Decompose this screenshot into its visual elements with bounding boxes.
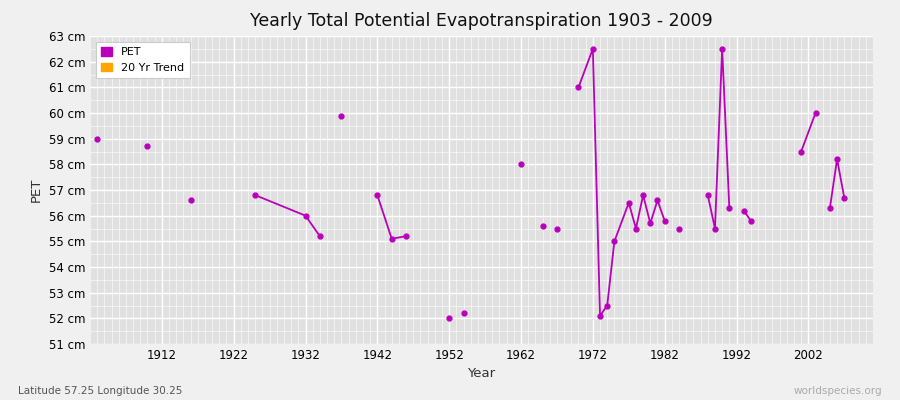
X-axis label: Year: Year: [467, 368, 496, 380]
Text: worldspecies.org: worldspecies.org: [794, 386, 882, 396]
Legend: PET, 20 Yr Trend: PET, 20 Yr Trend: [95, 42, 190, 78]
Y-axis label: PET: PET: [30, 178, 43, 202]
Title: Yearly Total Potential Evapotranspiration 1903 - 2009: Yearly Total Potential Evapotranspiratio…: [250, 12, 713, 30]
Text: Latitude 57.25 Longitude 30.25: Latitude 57.25 Longitude 30.25: [18, 386, 183, 396]
